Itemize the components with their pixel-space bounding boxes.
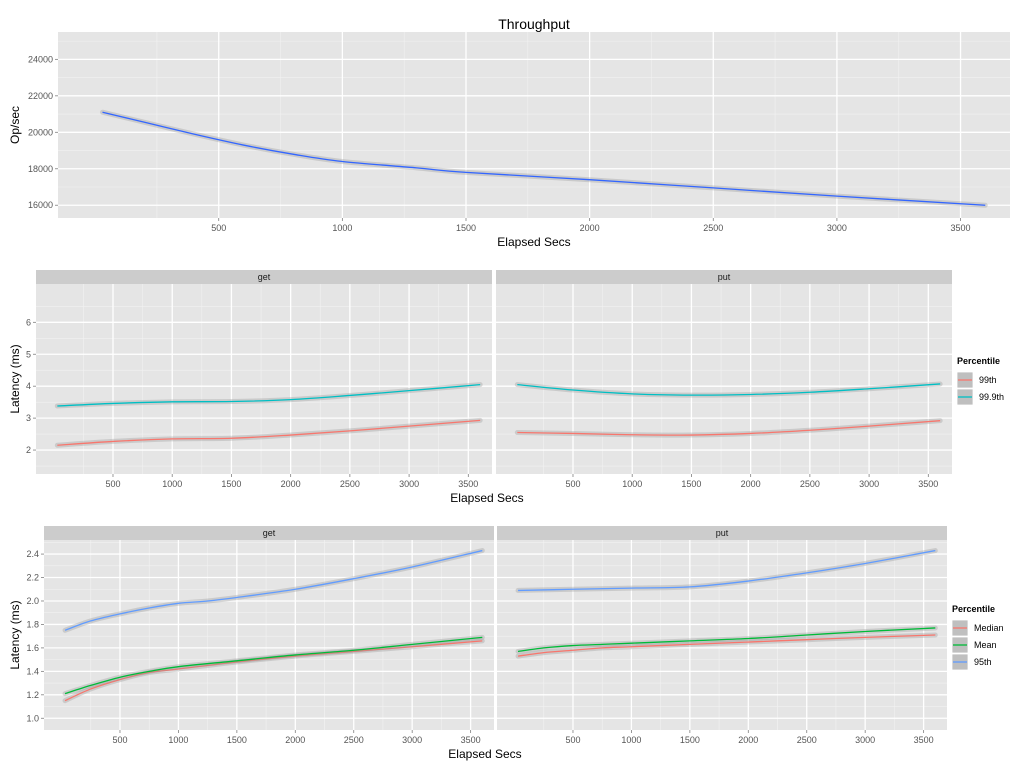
legend-title: Percentile: [952, 604, 995, 614]
panel-background: [497, 540, 947, 730]
y-tick-label: 2.0: [26, 596, 39, 606]
legend-label: Median: [974, 623, 1004, 633]
x-tick-label: 3500: [461, 735, 481, 745]
legend-label: 95th: [974, 657, 992, 667]
facet-strip: [497, 526, 947, 540]
y-tick-label: 24000: [28, 54, 53, 64]
y-tick-label: 2: [26, 445, 31, 455]
panel-background: [36, 284, 492, 474]
x-tick-label: 500: [112, 735, 127, 745]
x-tick-label: 3000: [402, 735, 422, 745]
x-tick-label: 1500: [221, 479, 241, 489]
y-axis-title: Op/sec: [8, 106, 22, 144]
x-tick-label: 1000: [332, 223, 352, 233]
x-tick-label: 1000: [622, 479, 642, 489]
series-line: [57, 419, 481, 446]
x-tick-label: 3500: [918, 479, 938, 489]
x-tick-label: 1000: [621, 735, 641, 745]
facet-strip-label: put: [716, 528, 729, 538]
facet-strip: [496, 270, 952, 284]
series-line: [517, 383, 941, 396]
series-line: [518, 549, 936, 592]
x-tick-label: 3500: [458, 479, 478, 489]
x-tick-label: 500: [105, 479, 120, 489]
y-tick-label: 1.8: [26, 619, 39, 629]
facet-strip-label: get: [258, 272, 271, 282]
x-tick-label: 1500: [456, 223, 476, 233]
y-tick-label: 22000: [28, 91, 53, 101]
panel-background: [44, 540, 494, 730]
x-tick-label: 1500: [680, 735, 700, 745]
x-axis-title: Elapsed Secs: [448, 747, 521, 761]
y-axis-title: Latency (ms): [8, 344, 22, 413]
x-tick-label: 2500: [797, 735, 817, 745]
series-line: [64, 640, 483, 702]
y-tick-label: 18000: [28, 164, 53, 174]
x-tick-label: 2000: [738, 735, 758, 745]
y-tick-label: 3: [26, 413, 31, 423]
y-axis-title: Latency (ms): [8, 600, 22, 669]
y-tick-label: 1.2: [26, 690, 39, 700]
series-line: [64, 636, 483, 695]
x-axis-title: Elapsed Secs: [450, 491, 523, 505]
y-tick-label: 1.6: [26, 643, 39, 653]
y-tick-label: 1.4: [26, 666, 39, 676]
facet-strip-label: put: [718, 272, 731, 282]
series-line: [517, 420, 941, 436]
x-tick-label: 3000: [855, 735, 875, 745]
x-axis-title: Elapsed Secs: [497, 235, 570, 249]
y-tick-label: 2.2: [26, 573, 39, 583]
x-tick-label: 1500: [681, 479, 701, 489]
series-line: [57, 383, 481, 407]
x-tick-label: 3500: [914, 735, 934, 745]
y-tick-label: 6: [26, 317, 31, 327]
legend-label: 99.9th: [979, 392, 1004, 402]
facet-strip: [44, 526, 494, 540]
facet-strip-label: get: [263, 528, 276, 538]
x-tick-label: 2500: [800, 479, 820, 489]
y-tick-label: 2.4: [26, 549, 39, 559]
x-tick-label: 1000: [168, 735, 188, 745]
x-tick-label: 1500: [227, 735, 247, 745]
x-tick-label: 2000: [741, 479, 761, 489]
x-tick-label: 2500: [703, 223, 723, 233]
series-line: [517, 627, 936, 653]
x-tick-label: 2000: [281, 479, 301, 489]
x-tick-label: 500: [565, 735, 580, 745]
x-tick-label: 2500: [344, 735, 364, 745]
y-tick-label: 16000: [28, 200, 53, 210]
facet-strip: [36, 270, 492, 284]
chart-title: Throughput: [498, 16, 570, 32]
x-tick-label: 3000: [859, 479, 879, 489]
y-tick-label: 1.0: [26, 713, 39, 723]
x-tick-label: 500: [211, 223, 226, 233]
legend-label: Mean: [974, 640, 997, 650]
legend-label: 99th: [979, 375, 997, 385]
y-tick-label: 4: [26, 381, 31, 391]
legend-title: Percentile: [957, 356, 1000, 366]
x-tick-label: 2000: [580, 223, 600, 233]
x-tick-label: 3000: [399, 479, 419, 489]
x-tick-label: 500: [565, 479, 580, 489]
x-tick-label: 3000: [827, 223, 847, 233]
x-tick-label: 2000: [285, 735, 305, 745]
y-tick-label: 20000: [28, 127, 53, 137]
y-tick-label: 5: [26, 349, 31, 359]
series-line: [517, 634, 936, 657]
panel-background: [496, 284, 952, 474]
series-line: [102, 111, 986, 206]
x-tick-label: 1000: [162, 479, 182, 489]
series-line: [64, 549, 483, 631]
x-tick-label: 2500: [340, 479, 360, 489]
x-tick-label: 3500: [951, 223, 971, 233]
